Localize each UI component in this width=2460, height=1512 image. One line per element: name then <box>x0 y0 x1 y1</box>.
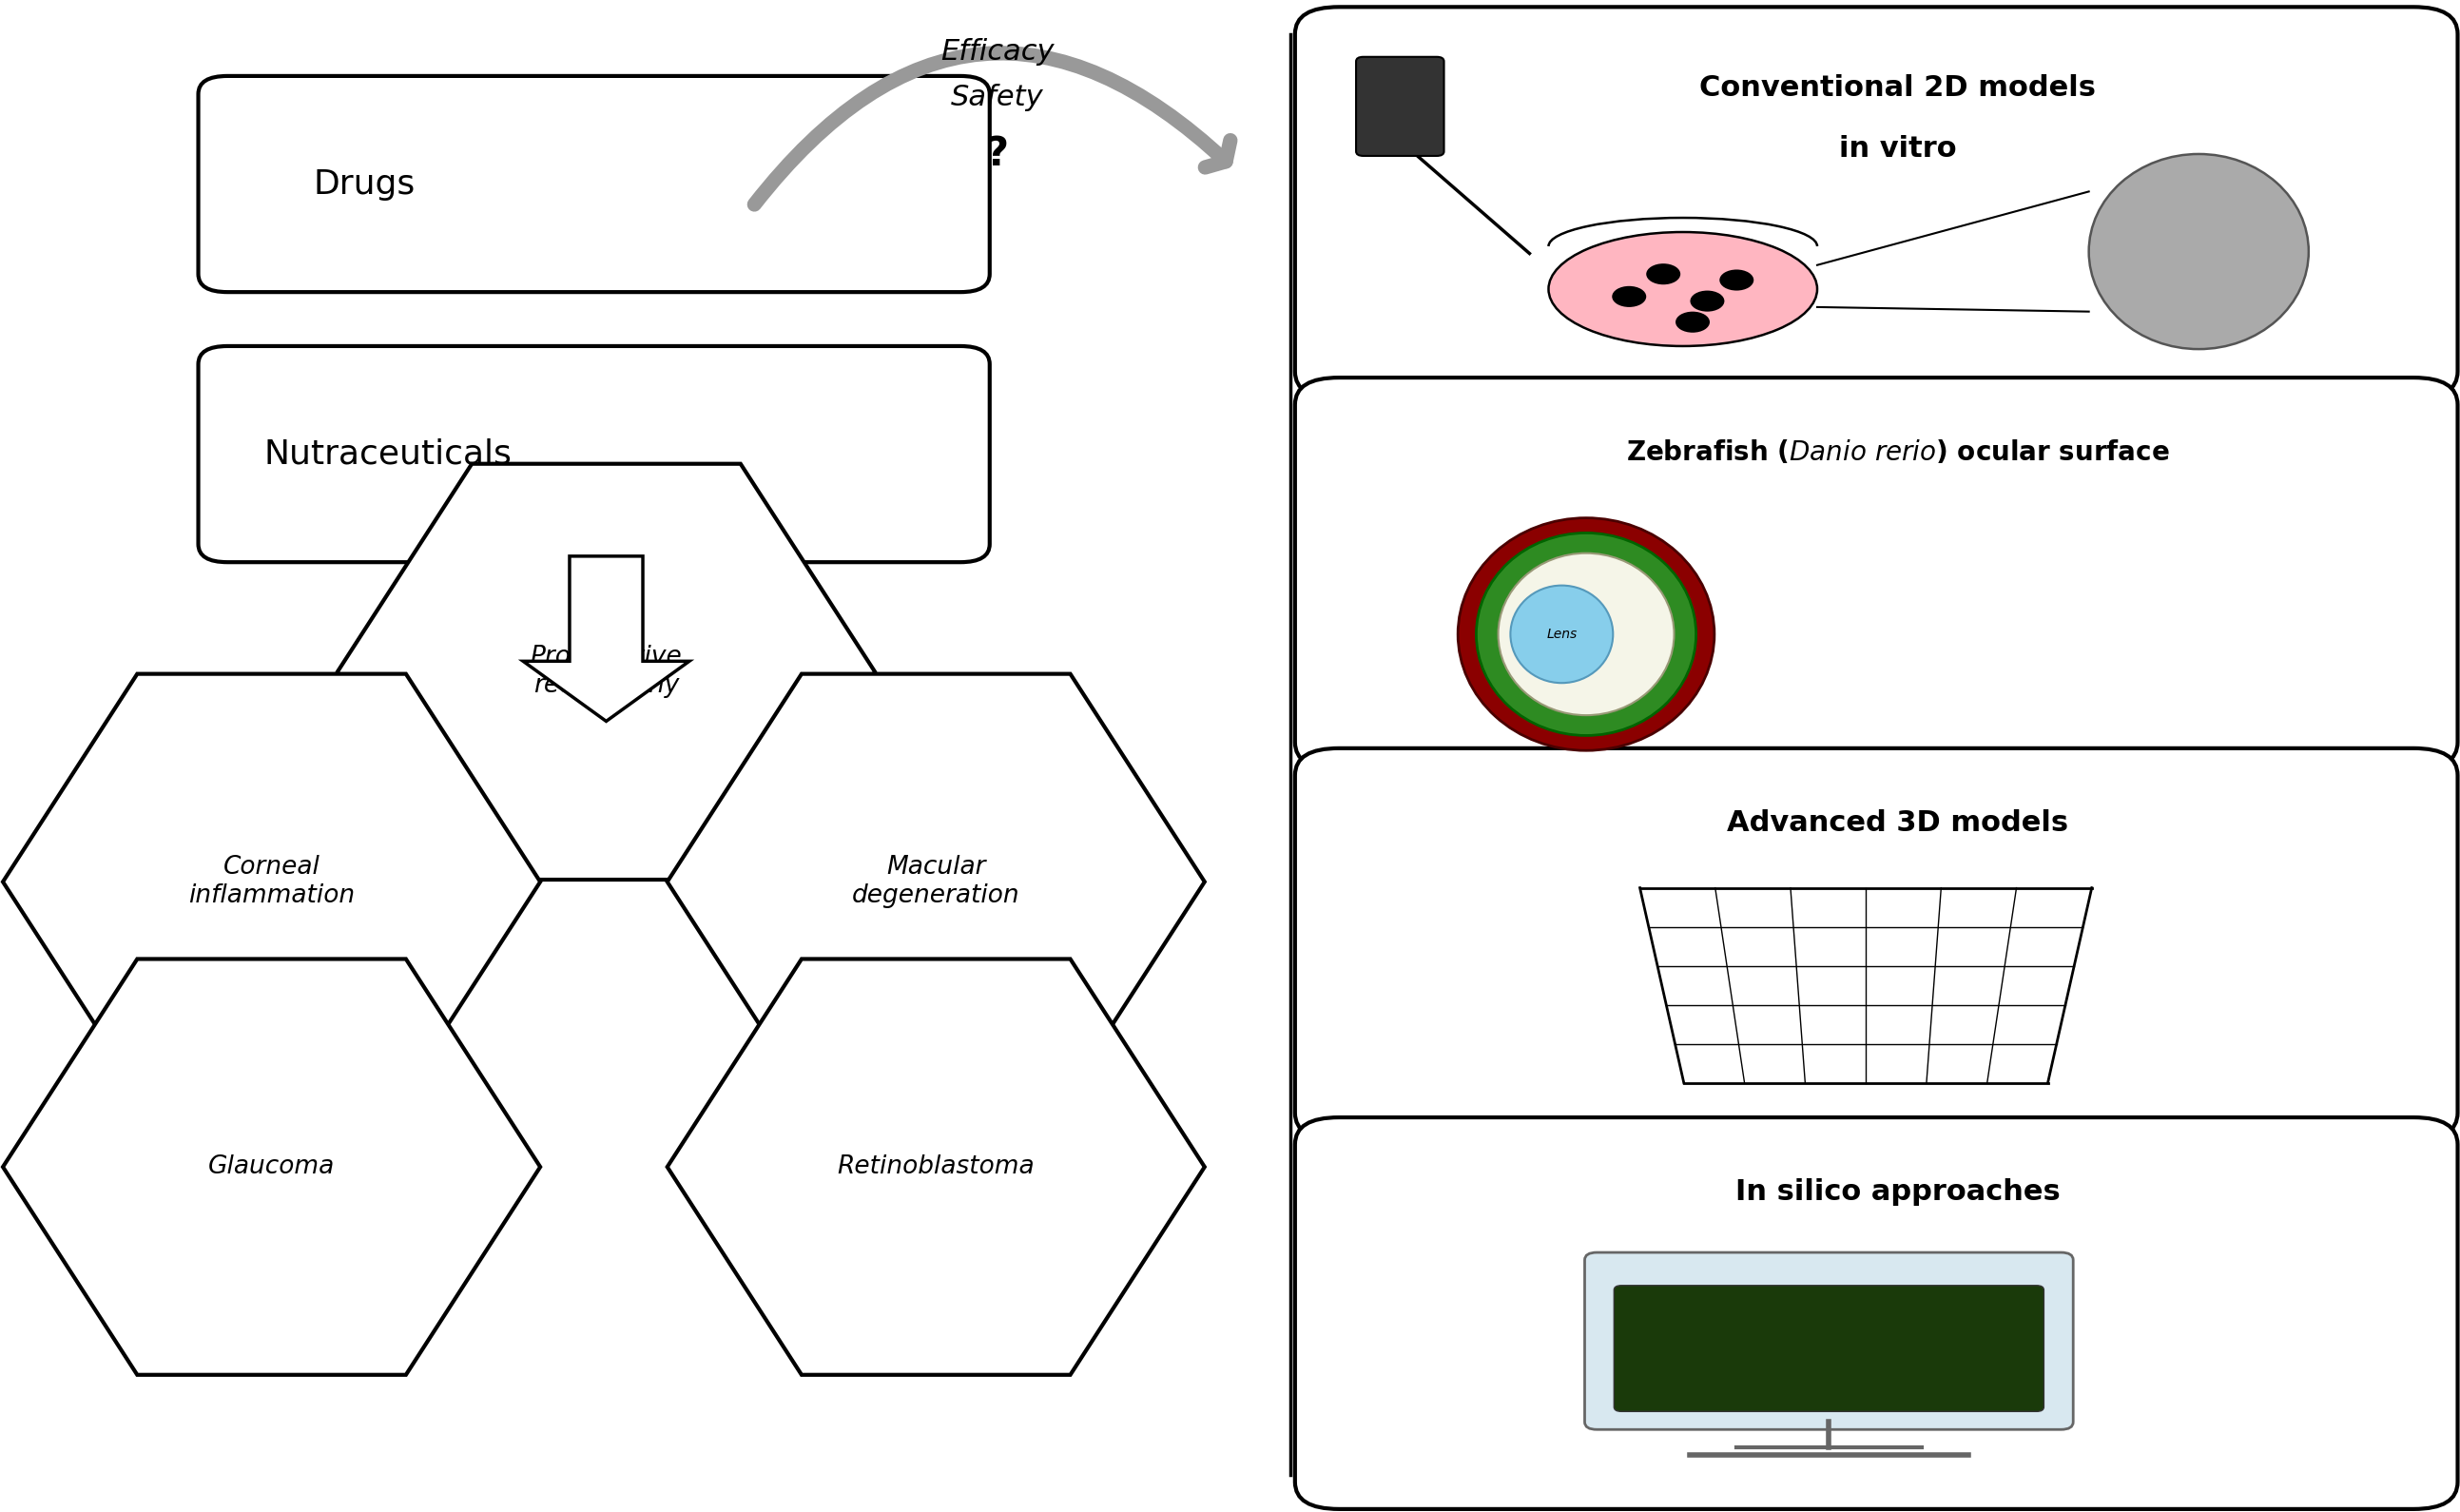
FancyBboxPatch shape <box>199 76 989 292</box>
Circle shape <box>1720 269 1754 290</box>
Circle shape <box>1690 290 1724 311</box>
Ellipse shape <box>1547 231 1818 346</box>
Polygon shape <box>524 556 689 721</box>
Ellipse shape <box>1476 532 1695 735</box>
Text: Lens: Lens <box>1547 627 1577 641</box>
FancyBboxPatch shape <box>1294 378 2458 770</box>
Text: in vitro: in vitro <box>1840 135 1956 163</box>
Text: Proliferative
retinopathy: Proliferative retinopathy <box>531 646 681 699</box>
Circle shape <box>1675 311 1710 333</box>
Text: Retinoblastoma: Retinoblastoma <box>836 1155 1036 1179</box>
Text: Safety: Safety <box>950 83 1043 110</box>
Text: Macular
degeneration: Macular degeneration <box>851 856 1021 909</box>
Ellipse shape <box>2089 154 2307 349</box>
Ellipse shape <box>1510 585 1614 683</box>
FancyBboxPatch shape <box>1294 8 2458 399</box>
Polygon shape <box>2 674 541 1090</box>
FancyBboxPatch shape <box>1294 1117 2458 1509</box>
Text: Glaucoma: Glaucoma <box>209 1155 335 1179</box>
Polygon shape <box>337 464 876 880</box>
Circle shape <box>1611 286 1646 307</box>
Text: Conventional 2D models: Conventional 2D models <box>1700 74 2096 103</box>
Polygon shape <box>2 959 541 1374</box>
Text: Corneal
inflammation: Corneal inflammation <box>189 856 354 909</box>
FancyBboxPatch shape <box>1614 1285 2044 1412</box>
Polygon shape <box>667 674 1205 1090</box>
Ellipse shape <box>1498 553 1675 715</box>
Text: ?: ? <box>986 135 1009 174</box>
FancyBboxPatch shape <box>1294 748 2458 1140</box>
Polygon shape <box>667 959 1205 1374</box>
Text: Advanced 3D models: Advanced 3D models <box>1727 809 2069 836</box>
FancyBboxPatch shape <box>199 346 989 562</box>
Text: Efficacy: Efficacy <box>940 38 1053 65</box>
Circle shape <box>1646 263 1680 284</box>
Ellipse shape <box>1459 519 1715 750</box>
FancyBboxPatch shape <box>1584 1252 2074 1429</box>
Text: Nutraceuticals: Nutraceuticals <box>263 438 512 470</box>
Text: Drugs: Drugs <box>312 168 416 200</box>
Text: In silico approaches: In silico approaches <box>1734 1178 2061 1205</box>
FancyBboxPatch shape <box>1355 57 1444 156</box>
Text: Zebrafish ($\mathbf{\it{Danio\ rerio}}$) ocular surface: Zebrafish ($\mathbf{\it{Danio\ rerio}}$)… <box>1626 438 2170 466</box>
